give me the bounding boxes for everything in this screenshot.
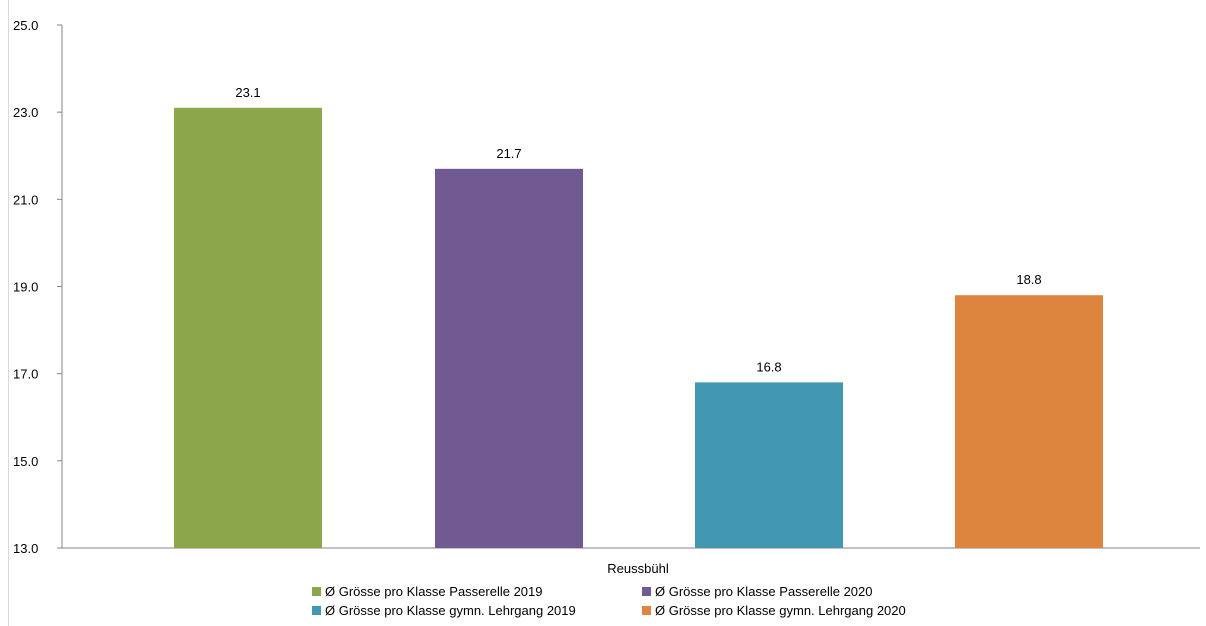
- legend-swatch: [642, 606, 651, 615]
- bar: [695, 382, 843, 548]
- legend-swatch: [312, 606, 321, 615]
- y-tick-label: 25.0: [13, 18, 38, 33]
- legend-label: Ø Grösse pro Klasse Passerelle 2019: [325, 584, 543, 599]
- data-label: 21.7: [496, 146, 521, 161]
- legend-swatch: [312, 587, 321, 596]
- legend-item: Ø Grösse pro Klasse gymn. Lehrgang 2020: [642, 603, 972, 618]
- bar: [955, 295, 1103, 548]
- y-tick-label: 17.0: [13, 367, 38, 382]
- y-tick-label: 23.0: [13, 105, 38, 120]
- data-label: 18.8: [1016, 272, 1041, 287]
- bar: [174, 107, 322, 548]
- legend-item: Ø Grösse pro Klasse Passerelle 2020: [642, 584, 972, 599]
- x-category-label: Reussbühl: [607, 561, 669, 576]
- legend-label: Ø Grösse pro Klasse gymn. Lehrgang 2019: [325, 603, 576, 618]
- legend: Ø Grösse pro Klasse Passerelle 2019 Ø Gr…: [312, 584, 1012, 618]
- legend-item: Ø Grösse pro Klasse Passerelle 2019: [312, 584, 642, 599]
- bar: [435, 168, 583, 548]
- frame-border: [8, 0, 9, 626]
- data-label: 23.1: [235, 85, 260, 100]
- legend-label: Ø Grösse pro Klasse gymn. Lehrgang 2020: [655, 603, 906, 618]
- y-tick-label: 15.0: [13, 454, 38, 469]
- legend-swatch: [642, 587, 651, 596]
- data-label: 16.8: [756, 359, 781, 374]
- y-tick-label: 19.0: [13, 280, 38, 295]
- y-tick-label: 13.0: [13, 541, 38, 556]
- legend-label: Ø Grösse pro Klasse Passerelle 2020: [655, 584, 873, 599]
- legend-item: Ø Grösse pro Klasse gymn. Lehrgang 2019: [312, 603, 642, 618]
- y-tick-label: 21.0: [13, 192, 38, 207]
- bar-chart: 13.0 15.0 17.0 19.0 21.0 23.0 25.0 23.1 21.7 16.8…: [13, 18, 1200, 576]
